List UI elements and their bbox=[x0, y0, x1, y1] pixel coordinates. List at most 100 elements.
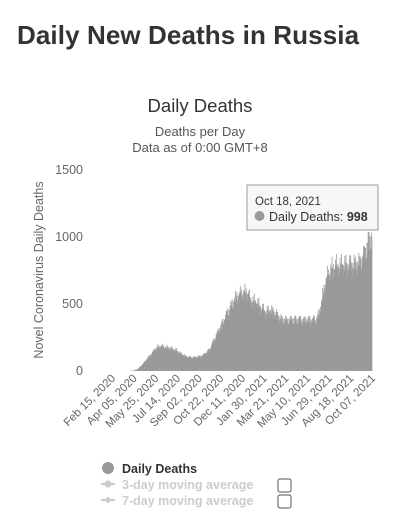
bar[interactable] bbox=[258, 307, 260, 371]
bar[interactable] bbox=[339, 273, 341, 371]
bar[interactable] bbox=[165, 346, 167, 371]
bar[interactable] bbox=[238, 303, 239, 371]
bar[interactable] bbox=[273, 315, 274, 371]
bar[interactable] bbox=[346, 265, 348, 371]
bar[interactable] bbox=[179, 351, 181, 371]
bar[interactable] bbox=[160, 348, 162, 371]
bar[interactable] bbox=[317, 318, 318, 371]
bar[interactable] bbox=[215, 334, 217, 371]
bar[interactable] bbox=[340, 263, 342, 371]
bar[interactable] bbox=[203, 353, 205, 371]
bar[interactable] bbox=[234, 297, 236, 371]
bar[interactable] bbox=[257, 303, 259, 371]
bar[interactable] bbox=[287, 319, 289, 371]
bar[interactable] bbox=[208, 349, 210, 371]
bar[interactable] bbox=[250, 297, 252, 371]
bar[interactable] bbox=[362, 264, 363, 371]
bar[interactable] bbox=[260, 308, 262, 371]
bar[interactable] bbox=[314, 323, 316, 371]
bar[interactable] bbox=[346, 263, 348, 371]
bar[interactable] bbox=[275, 316, 276, 371]
bar[interactable] bbox=[219, 328, 220, 371]
bar[interactable] bbox=[145, 361, 146, 371]
bar[interactable] bbox=[353, 254, 355, 371]
bar[interactable] bbox=[294, 317, 296, 371]
bar[interactable] bbox=[244, 283, 246, 371]
bar[interactable] bbox=[183, 355, 185, 371]
bar[interactable] bbox=[232, 307, 234, 371]
bar[interactable] bbox=[340, 265, 341, 371]
bar[interactable] bbox=[291, 324, 293, 371]
bar[interactable] bbox=[315, 324, 317, 371]
bar[interactable] bbox=[159, 347, 161, 371]
bar[interactable] bbox=[311, 325, 313, 371]
bar[interactable] bbox=[152, 349, 154, 371]
bar[interactable] bbox=[234, 301, 236, 371]
bar[interactable] bbox=[157, 347, 158, 371]
bar[interactable] bbox=[284, 323, 286, 371]
bar[interactable] bbox=[169, 350, 171, 371]
legend-item-7-day-moving-average[interactable]: 7-day moving average bbox=[101, 494, 292, 509]
bar[interactable] bbox=[184, 354, 185, 371]
bar[interactable] bbox=[267, 311, 268, 371]
bar[interactable] bbox=[329, 275, 330, 371]
bar[interactable] bbox=[233, 301, 234, 371]
bar[interactable] bbox=[295, 315, 297, 371]
bar[interactable] bbox=[301, 319, 303, 371]
bar[interactable] bbox=[154, 348, 155, 371]
bar[interactable] bbox=[147, 357, 149, 371]
bar[interactable] bbox=[144, 360, 146, 371]
bar[interactable] bbox=[160, 346, 161, 371]
bar[interactable] bbox=[243, 290, 245, 371]
bar[interactable] bbox=[281, 317, 283, 371]
bar[interactable] bbox=[266, 306, 268, 371]
bar[interactable] bbox=[343, 265, 344, 371]
bar[interactable] bbox=[163, 349, 165, 371]
bar[interactable] bbox=[158, 344, 160, 371]
bar[interactable] bbox=[367, 232, 369, 371]
bar[interactable] bbox=[352, 277, 353, 371]
bar[interactable] bbox=[173, 351, 174, 371]
bar[interactable] bbox=[225, 314, 226, 371]
bar[interactable] bbox=[309, 315, 311, 371]
bar[interactable] bbox=[237, 295, 239, 371]
bar[interactable] bbox=[287, 324, 289, 371]
bar[interactable] bbox=[307, 318, 309, 371]
bar[interactable] bbox=[335, 265, 337, 371]
bar[interactable] bbox=[194, 356, 196, 371]
bar[interactable] bbox=[165, 346, 167, 371]
bar[interactable] bbox=[159, 348, 160, 371]
bar[interactable] bbox=[188, 357, 189, 371]
bar[interactable] bbox=[356, 275, 358, 371]
bar[interactable] bbox=[230, 302, 232, 371]
bar[interactable] bbox=[313, 317, 315, 371]
bar[interactable] bbox=[285, 321, 287, 371]
bar[interactable] bbox=[312, 322, 314, 371]
bar[interactable] bbox=[193, 357, 195, 371]
bar[interactable] bbox=[331, 269, 332, 371]
bar[interactable] bbox=[151, 351, 153, 371]
bar[interactable] bbox=[343, 269, 345, 371]
bar[interactable] bbox=[338, 266, 340, 371]
bar[interactable] bbox=[334, 269, 335, 371]
bar[interactable] bbox=[257, 298, 259, 371]
bar[interactable] bbox=[223, 324, 225, 371]
bar[interactable] bbox=[258, 303, 259, 371]
bar[interactable] bbox=[200, 356, 202, 371]
bar[interactable] bbox=[325, 277, 327, 371]
bar[interactable] bbox=[299, 321, 301, 371]
bar[interactable] bbox=[199, 355, 200, 371]
bar[interactable] bbox=[290, 316, 292, 371]
bar[interactable] bbox=[364, 247, 366, 371]
bar[interactable] bbox=[264, 318, 266, 371]
bar[interactable] bbox=[157, 344, 159, 371]
bar[interactable] bbox=[145, 359, 147, 371]
bar[interactable] bbox=[302, 322, 304, 371]
bar[interactable] bbox=[313, 320, 315, 371]
bar[interactable] bbox=[360, 269, 361, 371]
bar[interactable] bbox=[177, 351, 178, 371]
bar[interactable] bbox=[187, 358, 188, 371]
bar[interactable] bbox=[272, 306, 274, 371]
bar[interactable] bbox=[338, 278, 339, 371]
bar[interactable] bbox=[161, 345, 163, 371]
